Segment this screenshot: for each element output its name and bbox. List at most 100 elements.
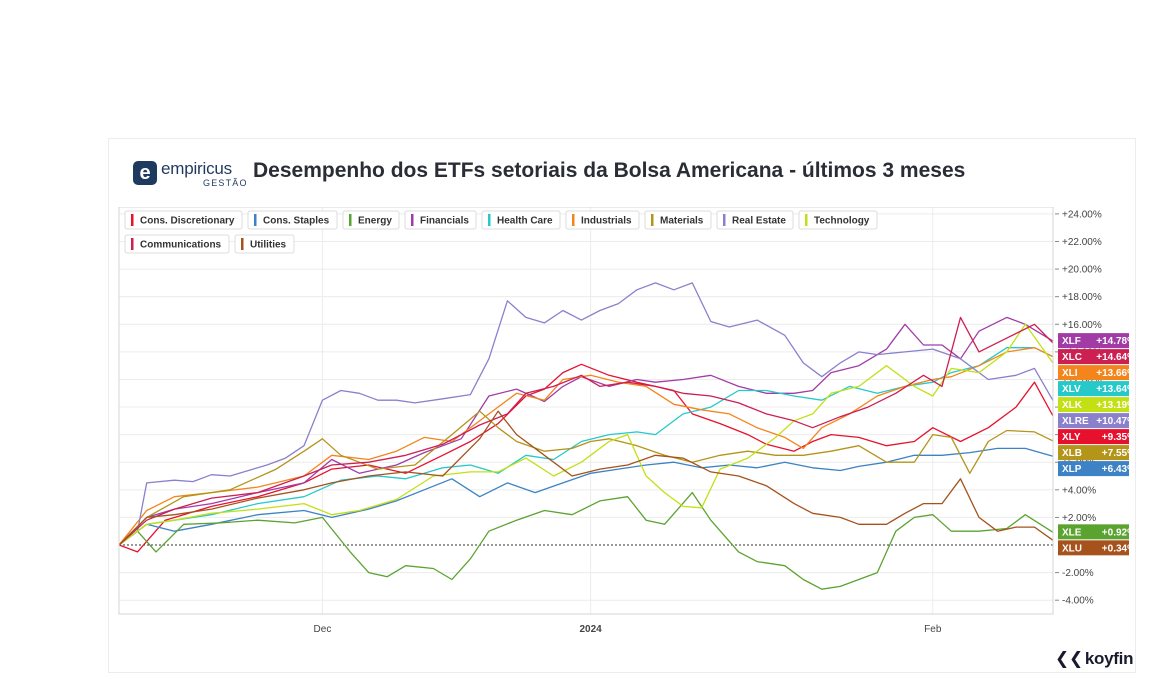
legend-chip bbox=[481, 210, 561, 230]
end-label-xlre: XLRE +10.47% bbox=[1058, 413, 1129, 429]
legend-label: Utilities bbox=[250, 240, 287, 251]
legend-chip bbox=[124, 234, 230, 254]
legend-item-xle[interactable]: Energy bbox=[342, 210, 400, 230]
series-line-xlf bbox=[118, 316, 1054, 546]
x-tick-label: Dec bbox=[314, 624, 332, 635]
legend-item-xlf[interactable]: Financials bbox=[404, 210, 477, 230]
legend-label: Health Care bbox=[497, 216, 553, 227]
koyfin-icon: ❮❮ bbox=[1055, 649, 1083, 668]
plot-border bbox=[118, 207, 1054, 615]
legend-chip bbox=[716, 210, 794, 230]
brand-name: empiricus bbox=[161, 159, 232, 178]
legend-item-xlp[interactable]: Cons. Staples bbox=[247, 210, 338, 230]
end-label-badge bbox=[1058, 349, 1129, 365]
end-label-badge bbox=[1058, 445, 1129, 461]
end-label-ticker: XLC bbox=[1062, 352, 1082, 363]
end-label-badge bbox=[1058, 540, 1129, 556]
legend-label: Real Estate bbox=[732, 216, 786, 227]
legend-item-xlc[interactable]: Communications bbox=[124, 234, 230, 254]
legend-chip bbox=[234, 234, 295, 254]
end-label-xlk: XLK +13.19% bbox=[1058, 397, 1129, 413]
x-tick-label: 2024 bbox=[579, 624, 602, 635]
end-label-badge bbox=[1058, 397, 1129, 413]
legend-label: Industrials bbox=[581, 216, 632, 227]
y-tick-label: +12.00% bbox=[1062, 375, 1102, 386]
end-label-xli: XLI +13.66% bbox=[1058, 365, 1129, 381]
legend-swatch bbox=[131, 214, 134, 226]
end-label-badge bbox=[1058, 413, 1129, 429]
koyfin-logo: ❮❮ koyfin bbox=[1055, 649, 1133, 669]
end-label-value: +14.64% bbox=[1096, 352, 1129, 363]
legend-chip bbox=[798, 210, 878, 230]
y-tick-label: +24.00% bbox=[1062, 209, 1102, 220]
legend-label: Cons. Discretionary bbox=[140, 216, 235, 227]
end-label-ticker: XLU bbox=[1062, 543, 1082, 554]
legend: Cons. Discretionary Cons. Staples Energy Fi… bbox=[124, 210, 878, 254]
end-label-xlp: XLP +6.43% bbox=[1058, 461, 1129, 477]
legend-chip bbox=[565, 210, 640, 230]
y-tick-label: +20.00% bbox=[1062, 265, 1102, 276]
legend-swatch bbox=[723, 214, 726, 226]
y-tick-label: +2.00% bbox=[1062, 513, 1096, 524]
y-tick-label: +16.00% bbox=[1062, 320, 1102, 331]
legend-item-xlu[interactable]: Utilities bbox=[234, 234, 295, 254]
end-label-badge bbox=[1058, 365, 1129, 381]
end-label-xlv: XLV +13.64% bbox=[1058, 381, 1129, 397]
end-label-badge bbox=[1058, 461, 1129, 477]
end-label-xlf: XLF +14.78% bbox=[1058, 333, 1129, 349]
end-label-value: +13.19% bbox=[1096, 400, 1129, 411]
end-labels: XLF +14.78% XLC +14.64% XLI +13.66% XLV +13.64%… bbox=[1058, 333, 1129, 556]
brand-e-icon: e bbox=[133, 161, 157, 185]
x-axis: Dec 2024 Feb bbox=[314, 624, 942, 635]
y-tick-label: -4.00% bbox=[1062, 596, 1094, 607]
legend-swatch bbox=[488, 214, 491, 226]
line-chart: +24.00%+22.00%+20.00%+18.00%+16.00%+14.0… bbox=[118, 207, 1129, 635]
end-label-ticker: XLB bbox=[1062, 448, 1082, 459]
legend-swatch bbox=[254, 214, 257, 226]
legend-item-xly[interactable]: Cons. Discretionary bbox=[124, 210, 243, 230]
legend-label: Cons. Staples bbox=[263, 216, 330, 227]
chart-title: Desempenho dos ETFs setoriais da Bolsa A… bbox=[253, 159, 966, 182]
plot-frame bbox=[118, 207, 1054, 615]
legend-label: Energy bbox=[358, 216, 392, 227]
grid bbox=[119, 207, 1053, 614]
end-label-ticker: XLRE bbox=[1062, 416, 1089, 427]
legend-item-xlb[interactable]: Materials bbox=[644, 210, 712, 230]
legend-label: Technology bbox=[814, 216, 870, 227]
legend-swatch bbox=[805, 214, 808, 226]
legend-chip bbox=[124, 210, 243, 230]
end-label-value: +0.34% bbox=[1102, 543, 1129, 554]
legend-chip bbox=[404, 210, 477, 230]
series-lines bbox=[118, 282, 1054, 590]
series-line-xlp bbox=[118, 447, 1054, 546]
end-label-ticker: XLP bbox=[1062, 464, 1082, 475]
x-tick-label: Feb bbox=[924, 624, 942, 635]
end-label-ticker: XLK bbox=[1062, 400, 1083, 411]
legend-item-xli[interactable]: Industrials bbox=[565, 210, 640, 230]
brand-logo: e empiricus GESTÃO bbox=[133, 159, 247, 191]
end-label-badge bbox=[1058, 429, 1129, 445]
end-label-badge bbox=[1058, 333, 1129, 349]
legend-swatch bbox=[241, 238, 244, 250]
legend-item-xlk[interactable]: Technology bbox=[798, 210, 878, 230]
legend-item-xlv[interactable]: Health Care bbox=[481, 210, 561, 230]
legend-swatch bbox=[411, 214, 414, 226]
chart-card: e empiricus GESTÃO Desempenho dos ETFs s… bbox=[108, 138, 1136, 673]
series-line-xlc bbox=[118, 316, 1054, 546]
end-label-xlu: XLU +0.34% bbox=[1058, 540, 1129, 556]
end-label-value: +6.43% bbox=[1102, 464, 1129, 475]
legend-chip bbox=[247, 210, 338, 230]
series-line-xlu bbox=[118, 410, 1054, 546]
end-label-value: +10.47% bbox=[1096, 416, 1129, 427]
end-label-badge bbox=[1058, 524, 1129, 540]
series-line-xlb bbox=[118, 410, 1054, 546]
legend-item-xlre[interactable]: Real Estate bbox=[716, 210, 794, 230]
legend-swatch bbox=[131, 238, 134, 250]
plot-area: +24.00%+22.00%+20.00%+18.00%+16.00%+14.0… bbox=[117, 207, 1129, 679]
legend-label: Materials bbox=[660, 216, 704, 227]
series-line-xlk bbox=[118, 323, 1054, 546]
series-line-xlv bbox=[118, 347, 1054, 546]
legend-swatch bbox=[651, 214, 654, 226]
series-line-xli bbox=[118, 347, 1054, 546]
legend-swatch bbox=[572, 214, 575, 226]
